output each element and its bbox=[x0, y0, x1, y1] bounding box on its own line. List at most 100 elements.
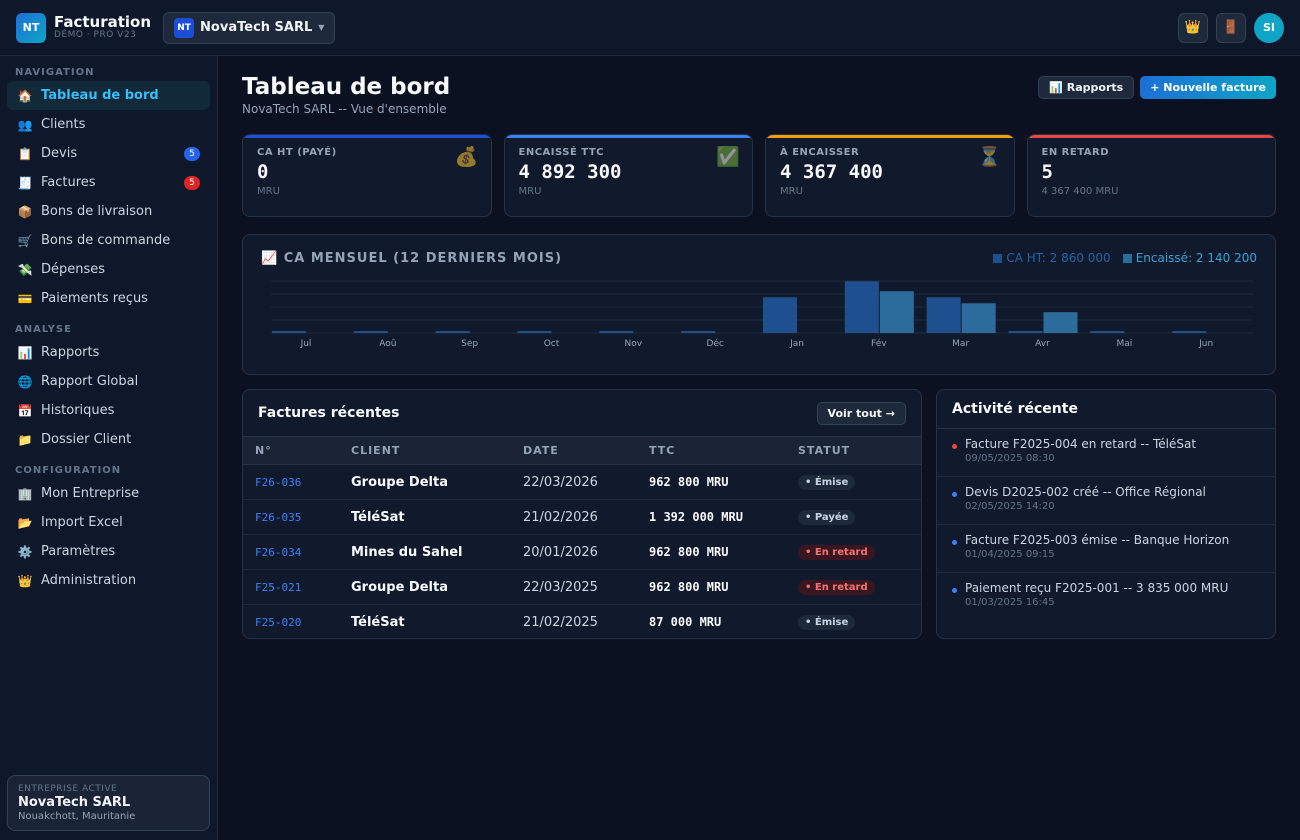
col-ttc[interactable]: TTC bbox=[649, 444, 676, 457]
invoice-client: TéléSat bbox=[351, 509, 405, 525]
sidebar-item-label: Dépenses bbox=[41, 262, 106, 277]
col-client[interactable]: CLIENT bbox=[351, 444, 401, 457]
monthly-revenue-chart-card: Jul Aoû Sep Oct Nov Déc Jan Fév Mar Avr Mai Jun 📈 C… bbox=[242, 234, 1276, 375]
bar-chart-icon: 📊 bbox=[17, 345, 33, 360]
x-tick-label: Jun bbox=[1198, 339, 1213, 349]
sidebar-item-paiements-recus[interactable]: 💳 Paiements reçus bbox=[7, 284, 210, 313]
activity-item[interactable]: Facture F2025-004 en retard -- TéléSat 0… bbox=[937, 429, 1275, 477]
sidebar-item-bons-de-livraison[interactable]: 📦 Bons de livraison bbox=[7, 197, 210, 226]
activity-text: Facture F2025-003 émise -- Banque Horizo… bbox=[965, 533, 1230, 547]
col-status[interactable]: STATUT bbox=[798, 444, 851, 457]
user-avatar[interactable]: SI bbox=[1254, 12, 1284, 43]
crown-icon: 👑 bbox=[1184, 20, 1202, 35]
activity-item[interactable]: Paiement reçu F2025-001 -- 3 835 000 MRU… bbox=[937, 573, 1275, 621]
activity-text: Devis D2025-002 créé -- Office Régional bbox=[965, 485, 1206, 499]
bar-ca-ht-mai bbox=[1090, 331, 1125, 333]
calendar-icon: 📅 bbox=[17, 403, 33, 418]
invoice-date: 21/02/2025 bbox=[523, 614, 598, 630]
sidebar-item-label: Paramètres bbox=[41, 544, 116, 559]
active-company-card: ENTREPRISE ACTIVE NovaTech SARL Nouakcho… bbox=[7, 775, 210, 831]
sidebar-item-label: Rapport Global bbox=[41, 374, 139, 389]
status-badge: • Payée bbox=[798, 510, 856, 525]
sidebar-item-devis[interactable]: 📋 Devis 5 bbox=[7, 139, 210, 168]
table-row[interactable]: F26-035 TéléSat 21/02/2026 1 392 000 MRU… bbox=[243, 500, 921, 535]
invoice-ttc: 1 392 000 MRU bbox=[649, 510, 743, 524]
sidebar-item-parametres[interactable]: ⚙️ Paramètres bbox=[7, 537, 210, 566]
folder-icon: 📁 bbox=[17, 432, 33, 447]
bar-ca-ht-jul bbox=[272, 331, 306, 333]
page-title: Tableau de bord bbox=[242, 74, 451, 100]
active-company-location: Nouakchott, Mauritanie bbox=[18, 811, 136, 822]
invoice-number[interactable]: F26-035 bbox=[255, 510, 302, 524]
status-badge: • En retard bbox=[798, 580, 875, 595]
bar-ca-ht-jun bbox=[1172, 331, 1207, 333]
sidebar-item-depenses[interactable]: 💸 Dépenses bbox=[7, 255, 210, 284]
view-all-button[interactable]: Voir tout → bbox=[816, 401, 906, 425]
invoice-number[interactable]: F25-021 bbox=[255, 580, 302, 594]
sidebar-item-administration[interactable]: 👑 Administration bbox=[7, 566, 210, 595]
invoice-date: 21/02/2026 bbox=[523, 509, 598, 525]
logout-button[interactable]: 🚪 bbox=[1216, 12, 1246, 43]
col-date[interactable]: DATE bbox=[523, 444, 559, 457]
recent-activity-card: Activité récente Facture F2025-004 en re… bbox=[936, 389, 1276, 639]
bar-ca-ht-avr bbox=[1008, 331, 1043, 333]
x-tick-label: Mai bbox=[1116, 339, 1132, 349]
new-invoice-button[interactable]: + Nouvelle facture bbox=[1140, 76, 1276, 99]
page-subtitle: NovaTech SARL -- Vue d'ensemble bbox=[242, 102, 447, 116]
admin-crown-button[interactable]: 👑 bbox=[1178, 12, 1208, 43]
activity-dot-icon bbox=[952, 492, 957, 497]
activity-time: 09/05/2025 08:30 bbox=[965, 453, 1055, 464]
x-tick-label: Nov bbox=[625, 339, 643, 349]
activity-item[interactable]: Facture F2025-003 émise -- Banque Horizo… bbox=[937, 525, 1275, 573]
sidebar-item-mon-entreprise[interactable]: 🏢 Mon Entreprise bbox=[7, 479, 210, 508]
kpi-label: EN RETARD bbox=[1041, 147, 1109, 158]
building-icon: 🏢 bbox=[17, 486, 33, 501]
table-row[interactable]: F25-020 TéléSat 21/02/2025 87 000 MRU • … bbox=[243, 605, 921, 639]
sidebar-item-label: Bons de commande bbox=[41, 233, 171, 248]
sidebar-item-label: Dossier Client bbox=[41, 432, 132, 447]
sidebar-item-rapports[interactable]: 📊 Rapports bbox=[7, 338, 210, 367]
package-icon: 📦 bbox=[17, 204, 33, 219]
x-tick-label: Sep bbox=[461, 339, 478, 349]
invoice-date: 20/01/2026 bbox=[523, 544, 598, 560]
app-logo: NT bbox=[16, 12, 46, 43]
sidebar-item-label: Bons de livraison bbox=[41, 204, 153, 219]
sidebar-item-tableau-de-bord[interactable]: 🏠 Tableau de bord bbox=[7, 81, 210, 110]
kpi-unit: MRU bbox=[518, 186, 542, 197]
users-icon: 👥 bbox=[17, 117, 33, 132]
invoice-number[interactable]: F26-034 bbox=[255, 545, 302, 559]
legend-encaisse: Encaissé: 2 140 200 bbox=[1122, 251, 1257, 265]
table-row[interactable]: F26-036 Groupe Delta 22/03/2026 962 800 … bbox=[243, 465, 921, 500]
invoice-number[interactable]: F25-020 bbox=[255, 615, 302, 629]
sidebar-item-factures[interactable]: 🧾 Factures 5 bbox=[7, 168, 210, 197]
x-tick-label: Jan bbox=[789, 339, 804, 349]
sidebar-item-rapport-global[interactable]: 🌐 Rapport Global bbox=[7, 367, 210, 396]
x-tick-label: Oct bbox=[544, 339, 560, 349]
bar-ca-ht-mar bbox=[926, 297, 961, 333]
table-row[interactable]: F26-034 Mines du Sahel 20/01/2026 962 80… bbox=[243, 535, 921, 570]
col-number[interactable]: N° bbox=[255, 444, 272, 457]
bar-ca-ht-sep bbox=[435, 331, 470, 333]
sidebar-item-label: Import Excel bbox=[41, 515, 123, 530]
brand[interactable]: NT Facturation DÉMO · PRO V23 bbox=[16, 12, 151, 43]
x-tick-label: Déc bbox=[706, 338, 723, 349]
sidebar-item-historiques[interactable]: 📅 Historiques bbox=[7, 396, 210, 425]
clipboard-icon: 📋 bbox=[17, 146, 33, 161]
home-icon: 🏠 bbox=[17, 88, 33, 103]
legend-encaisse-text: Encaissé: 2 140 200 bbox=[1135, 251, 1257, 265]
activity-dot-icon bbox=[952, 588, 957, 593]
kpi-unit: MRU bbox=[257, 186, 280, 197]
kpi-unit: MRU bbox=[780, 186, 803, 197]
activity-item[interactable]: Devis D2025-002 créé -- Office Régional … bbox=[937, 477, 1275, 525]
invoice-ttc: 962 800 MRU bbox=[649, 580, 729, 594]
invoice-number[interactable]: F26-036 bbox=[255, 475, 302, 489]
table-row[interactable]: F25-021 Groupe Delta 22/03/2025 962 800 … bbox=[243, 570, 921, 605]
sidebar-item-dossier-client[interactable]: 📁 Dossier Client bbox=[7, 425, 210, 454]
sidebar-item-import-excel[interactable]: 📂 Import Excel bbox=[7, 508, 210, 537]
company-switcher[interactable]: NT NovaTech SARL ▼ bbox=[163, 11, 336, 44]
reports-button[interactable]: 📊 Rapports bbox=[1038, 76, 1135, 99]
sidebar-item-clients[interactable]: 👥 Clients bbox=[7, 110, 210, 139]
invoice-ttc: 962 800 MRU bbox=[649, 545, 729, 559]
sidebar-item-bons-de-commande[interactable]: 🛒 Bons de commande bbox=[7, 226, 210, 255]
count-badge: 5 bbox=[184, 175, 200, 190]
